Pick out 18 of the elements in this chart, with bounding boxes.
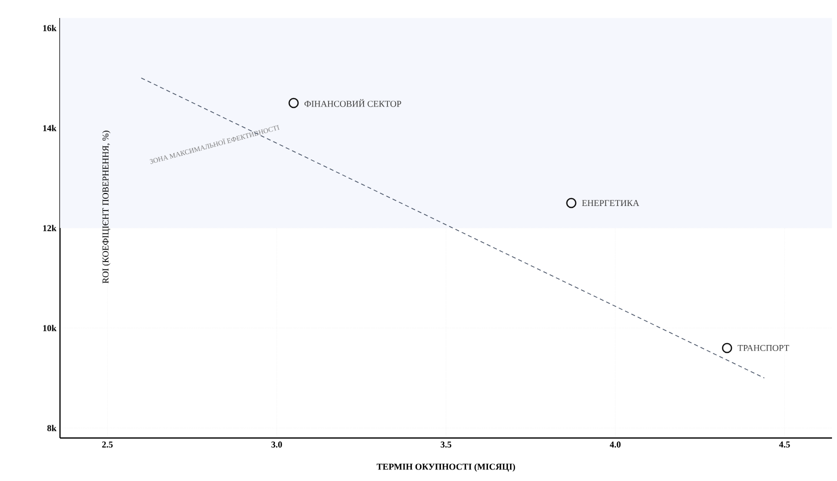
y-tick-label: 12k	[43, 224, 56, 232]
x-tick-label: 4.5	[779, 442, 790, 448]
y-tick-label: 10k	[43, 324, 56, 332]
annotation: ТРАНСПОРТ	[738, 344, 790, 352]
x-tick-label: 3.0	[271, 442, 282, 448]
x-tick-label: 2.5	[102, 442, 113, 448]
y-tick-label: 8k	[47, 424, 56, 432]
point	[566, 198, 576, 208]
annotation: ЕНЕРГЕТИКА	[582, 200, 640, 206]
y-tick-label: 14k	[43, 124, 56, 132]
point	[288, 98, 299, 108]
point	[722, 342, 732, 354]
y-axis-title: ROI (КОЕФІЦІЄНТ ПОВЕРНЕННЯ, %)	[102, 130, 110, 284]
annotation: ФІНАНСОВИЙ СЕКТОР	[304, 99, 402, 107]
x-axis-title: ТЕРМІН ОКУПНОСТІ (МІСЯЦІ)	[376, 463, 516, 472]
x-tick-label: 3.5	[440, 442, 452, 448]
y-tick-label: 16k	[43, 24, 56, 32]
x-tick-label: 4.0	[610, 442, 621, 448]
